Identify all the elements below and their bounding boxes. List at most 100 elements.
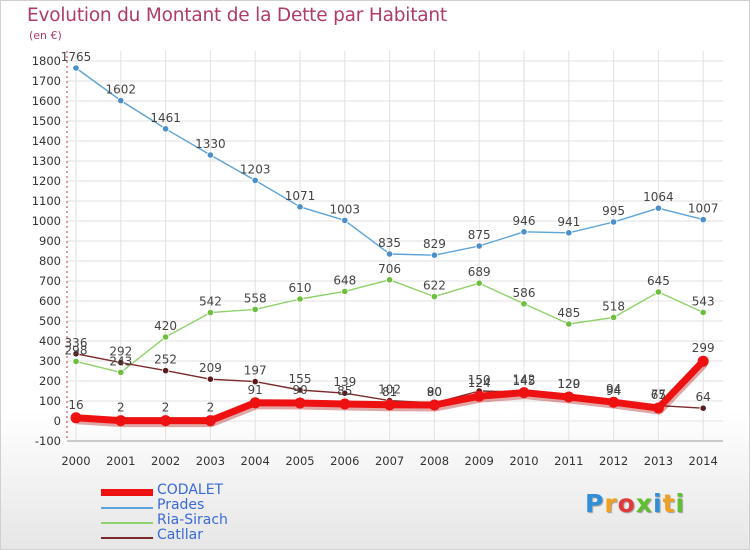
y-tick-label: 300 — [39, 354, 61, 368]
y-tick-label: 1100 — [32, 194, 61, 208]
x-tick-label: 2012 — [599, 454, 628, 468]
data-label: 120 — [557, 377, 580, 391]
data-point — [117, 97, 125, 105]
data-label: 586 — [513, 286, 536, 300]
legend-swatch — [101, 507, 153, 509]
y-tick-label: 800 — [39, 254, 61, 268]
data-label: 542 — [199, 295, 222, 309]
data-point — [206, 308, 214, 317]
x-tick-label: 2007 — [375, 454, 404, 468]
logo-letter: i — [653, 489, 663, 518]
data-point — [162, 125, 170, 133]
data-point — [206, 375, 214, 383]
y-tick-label: 100 — [39, 394, 61, 408]
data-label: 90 — [292, 383, 307, 397]
y-tick-label: 1000 — [32, 214, 61, 228]
legend-label: Prades — [157, 497, 205, 513]
legend-swatch — [101, 537, 153, 539]
x-tick-label: 2011 — [554, 454, 583, 468]
x-tick-label: 2008 — [420, 454, 449, 468]
y-tick-label: 1500 — [32, 114, 61, 128]
data-label: 543 — [692, 294, 715, 308]
data-label: 102 — [378, 383, 401, 397]
data-label: 706 — [378, 262, 401, 276]
data-label: 558 — [244, 291, 267, 305]
data-point — [699, 216, 707, 224]
chart-unit-label: (en €) — [29, 29, 62, 42]
data-label: 150 — [468, 373, 491, 387]
x-tick-label: 2010 — [509, 454, 538, 468]
data-point — [296, 203, 304, 211]
y-tick-label: 600 — [39, 294, 61, 308]
data-label: 1064 — [643, 190, 674, 204]
data-point — [430, 251, 438, 259]
x-tick-label: 2004 — [241, 454, 270, 468]
data-point — [72, 350, 80, 358]
data-label: 298 — [65, 343, 88, 357]
data-label: 1330 — [195, 137, 226, 151]
data-label: 875 — [468, 228, 491, 242]
data-point — [697, 355, 709, 367]
data-point — [699, 308, 707, 316]
data-point — [294, 397, 306, 409]
data-point — [475, 279, 483, 287]
data-point — [296, 295, 304, 303]
y-tick-label: 1400 — [32, 134, 61, 148]
data-label: 243 — [109, 354, 132, 368]
data-point — [341, 389, 349, 397]
x-tick-label: 2009 — [465, 454, 494, 468]
data-label: 292 — [109, 345, 132, 359]
data-label: 689 — [468, 265, 491, 279]
data-point — [296, 386, 304, 394]
data-point — [565, 320, 573, 328]
data-point — [341, 287, 349, 295]
data-label: 90 — [427, 385, 442, 399]
x-tick-label: 2003 — [196, 454, 225, 468]
data-point — [609, 313, 618, 321]
series-codalet — [70, 355, 709, 428]
data-point — [162, 333, 170, 341]
data-label: 336 — [65, 336, 88, 350]
data-label: 645 — [647, 274, 670, 288]
data-label: 16 — [68, 398, 83, 412]
data-label: 648 — [333, 273, 356, 287]
data-label: 94 — [606, 382, 621, 396]
data-label: 94 — [606, 384, 621, 398]
data-label: 299 — [692, 341, 715, 355]
legend-label: Catllar — [157, 527, 203, 543]
y-tick-label: 1300 — [32, 154, 61, 168]
y-tick-label: 900 — [39, 234, 61, 248]
data-label: 252 — [154, 353, 177, 367]
chart-title: Evolution du Montant de la Dette par Hab… — [27, 5, 447, 26]
data-point — [162, 366, 170, 375]
data-point — [385, 250, 394, 258]
data-point — [249, 397, 261, 409]
logo-letter: i — [675, 489, 686, 518]
data-point — [473, 390, 485, 402]
data-label: 139 — [333, 375, 356, 389]
data-point — [699, 404, 707, 412]
y-tick-label: 500 — [39, 314, 61, 328]
y-tick-label: 200 — [39, 374, 61, 388]
x-tick-label: 2013 — [644, 454, 673, 468]
data-label: 65 — [651, 388, 666, 402]
data-label: 2 — [162, 401, 170, 415]
grid — [67, 51, 723, 442]
data-point — [428, 399, 440, 411]
logo-letter: o — [617, 489, 636, 518]
data-point — [72, 64, 80, 72]
y-tick-label: 700 — [39, 274, 61, 288]
data-label: 2 — [117, 401, 125, 415]
data-label: 64 — [696, 390, 711, 404]
data-point — [206, 151, 214, 159]
data-label: 1461 — [150, 111, 181, 125]
y-tick-label: 1600 — [32, 94, 61, 108]
data-point — [518, 387, 530, 399]
data-point — [341, 216, 349, 224]
data-point — [251, 305, 259, 313]
logo-letter: r — [604, 489, 618, 518]
data-point — [251, 377, 259, 386]
data-point — [520, 300, 528, 308]
